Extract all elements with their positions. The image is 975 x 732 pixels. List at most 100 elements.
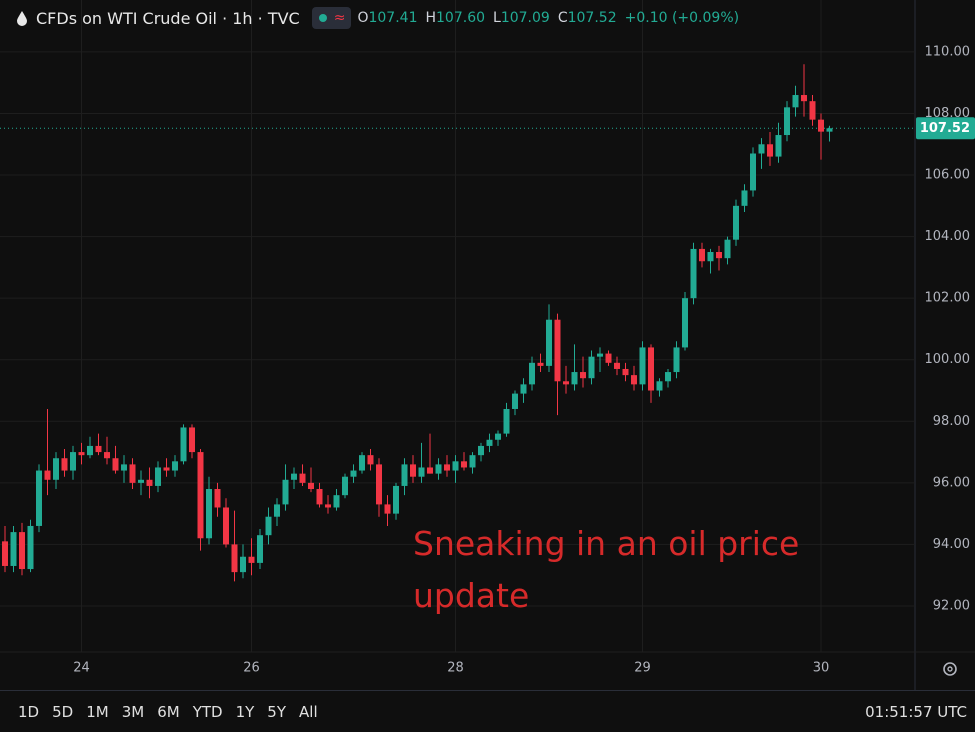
candle-body — [605, 353, 612, 363]
range-button[interactable]: 1D — [18, 703, 40, 721]
status-pill[interactable]: ≈ — [311, 7, 352, 29]
candle-body — [648, 347, 654, 391]
candle-body — [129, 464, 136, 483]
candle-body — [197, 452, 204, 539]
candle-body — [172, 461, 178, 471]
candle-body — [248, 556, 255, 563]
candle-body — [274, 504, 280, 517]
candle-body — [435, 464, 442, 474]
candle-body — [87, 445, 93, 456]
range-buttons: 1D 5D 1M 3M 6M YTD 1Y 5Y All — [18, 703, 318, 721]
legend-value: 107.52 — [567, 10, 617, 26]
candle-body — [138, 479, 144, 483]
candle-body — [146, 479, 153, 486]
range-button[interactable]: 5Y — [267, 703, 287, 721]
candle-body — [299, 473, 306, 483]
y-tick-label: 94.00 — [933, 537, 970, 552]
candle-body — [673, 347, 680, 373]
x-tick-label: 29 — [634, 661, 651, 676]
x-tick-label: 28 — [447, 661, 464, 676]
candle-body — [95, 445, 102, 453]
header: CFDs on WTI Crude Oil · 1h · TVC ≈ O107.… — [16, 6, 739, 30]
candle-body — [529, 362, 535, 385]
candle-body — [2, 541, 8, 566]
range-button[interactable]: 6M — [157, 703, 180, 721]
candle-body — [376, 464, 382, 505]
legend-change: +0.10 (+0.09%) — [624, 10, 740, 26]
chart-title: CFDs on WTI Crude Oil · 1h · TVC — [36, 8, 300, 28]
candle-body — [631, 375, 637, 385]
clock: 01:51:57 UTC — [865, 703, 967, 721]
status-dot — [318, 14, 327, 22]
candle-body — [121, 464, 127, 471]
legend-letter: O — [357, 10, 369, 26]
candle-body — [495, 433, 501, 440]
settings-icon-center — [947, 666, 953, 672]
x-tick-label: 26 — [243, 661, 260, 676]
candle-body — [231, 544, 238, 573]
settings-icon — [943, 662, 957, 676]
legend-item: O107.41 — [357, 10, 417, 26]
candle-body — [27, 525, 34, 570]
candle-body — [716, 252, 722, 259]
candle-body — [61, 458, 68, 471]
candle-body — [656, 381, 663, 391]
candle-body — [155, 467, 161, 486]
candle-body — [622, 368, 629, 376]
candle-body — [189, 427, 195, 453]
range-button[interactable]: 3M — [121, 703, 145, 721]
candle-body — [240, 556, 246, 573]
candle-body — [265, 516, 272, 536]
candle-body — [571, 372, 578, 385]
candle-body — [503, 408, 510, 434]
range-button[interactable]: YTD — [192, 703, 223, 721]
candle-body — [767, 144, 773, 157]
candle-body — [614, 362, 620, 369]
candle-body — [486, 439, 493, 446]
candle-body — [163, 467, 170, 471]
candle-body — [690, 248, 697, 299]
ohlc-legend: O107.41 H107.60 L107.09 C107.52 +0.10 (+0.09… — [357, 10, 739, 26]
x-tick-label: 30 — [813, 661, 830, 676]
y-tick-label: 98.00 — [933, 414, 970, 429]
y-tick-label: 106.00 — [925, 168, 971, 183]
candle-body — [809, 101, 816, 120]
range-button[interactable]: 1M — [86, 703, 109, 721]
candle-body — [639, 347, 646, 385]
range-button[interactable]: 5D — [52, 703, 74, 721]
status-icon: ≈ — [333, 10, 346, 26]
x-tick-label: 24 — [73, 661, 90, 676]
candle-body — [70, 452, 76, 471]
annotation: Sneaking in an oil price update — [413, 524, 800, 615]
candle-body — [257, 535, 263, 563]
drop-icon — [17, 11, 27, 26]
candle-body — [401, 464, 408, 486]
candle-body — [53, 458, 59, 480]
candle-body — [36, 470, 42, 526]
candle-body — [206, 489, 212, 539]
legend-letter: C — [557, 10, 568, 26]
candle-body — [818, 119, 824, 132]
y-tick-label: 96.00 — [933, 475, 970, 490]
y-tick-label: 100.00 — [925, 352, 971, 367]
range-button[interactable]: All — [299, 703, 318, 721]
candle-body — [512, 393, 518, 409]
toolbar: 1D 5D 1M 3M 6M YTD 1Y 5Y All 01:51:57 UTC — [0, 690, 975, 732]
candle-body — [282, 479, 289, 505]
candle-body — [325, 504, 331, 508]
candle-body — [520, 384, 527, 394]
last-price-tag — [916, 117, 975, 140]
legend-item: C107.52 — [558, 10, 617, 26]
candle-body — [469, 455, 476, 468]
last-price-label: 107.52 — [920, 121, 970, 136]
candle-body — [214, 489, 221, 508]
candle-body — [784, 107, 790, 136]
candle-body — [546, 319, 552, 366]
candle-body — [707, 252, 714, 262]
y-tick-label: 104.00 — [925, 229, 971, 244]
candle-body — [699, 248, 705, 262]
range-button[interactable]: 1Y — [235, 703, 255, 721]
y-tick-label: 92.00 — [933, 598, 970, 613]
y-tick-label: 108.00 — [925, 106, 971, 121]
candle-body — [393, 485, 399, 514]
